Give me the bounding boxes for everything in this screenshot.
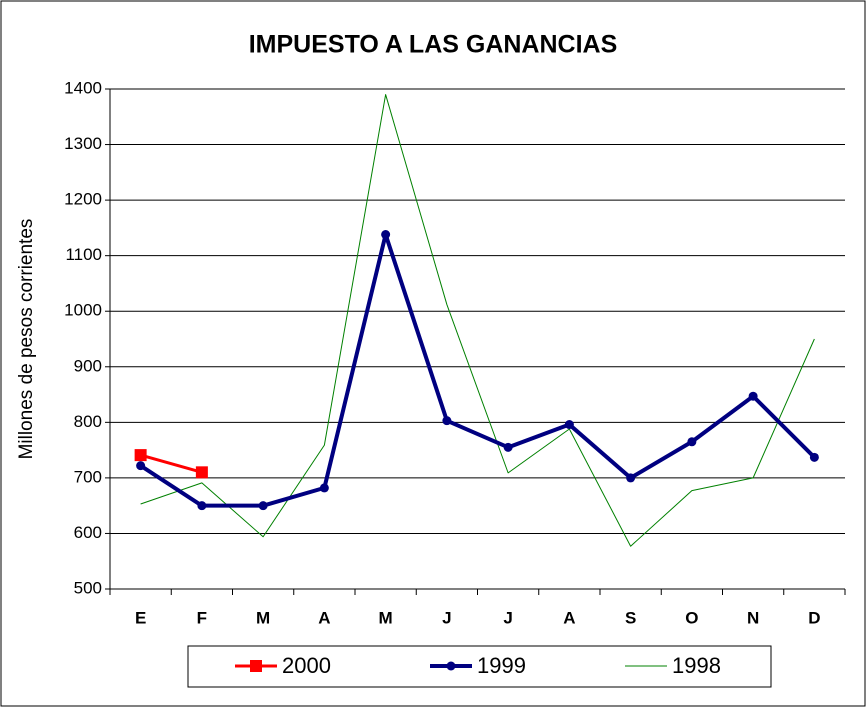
- data-point: [748, 391, 758, 401]
- x-tick-label: E: [135, 608, 146, 627]
- data-point: [381, 230, 391, 240]
- y-tick-label: 1000: [64, 301, 102, 320]
- y-tick-label: 1400: [64, 78, 102, 97]
- data-point: [809, 452, 819, 462]
- y-axis-label: Millones de pesos corrientes: [16, 219, 37, 460]
- data-point: [687, 437, 697, 447]
- data-point: [564, 420, 574, 430]
- series-line: [140, 453, 203, 474]
- legend-marker: [250, 660, 262, 672]
- x-tick-label: D: [808, 608, 820, 627]
- legend-box: [187, 645, 772, 688]
- data-point: [319, 483, 329, 493]
- legend-marker: [446, 661, 456, 671]
- x-tick-label: O: [685, 608, 698, 627]
- chart-title: IMPUESTO A LAS GANANCIAS: [249, 31, 618, 59]
- y-tick-label: 900: [74, 356, 102, 375]
- data-point: [136, 461, 146, 471]
- x-tick-label: A: [563, 608, 575, 627]
- data-point: [258, 501, 268, 511]
- x-tick-label: M: [379, 608, 393, 627]
- x-tick-label: S: [625, 608, 636, 627]
- series-line: [139, 232, 816, 508]
- legend-label: 1998: [672, 653, 721, 678]
- y-tick-label: 600: [74, 523, 102, 542]
- y-tick-label: 1200: [64, 190, 102, 209]
- data-point: [134, 449, 147, 462]
- legend-label: 1999: [477, 653, 526, 678]
- data-point: [195, 466, 208, 479]
- x-tick-label: A: [318, 608, 330, 627]
- y-tick-label: 1300: [64, 134, 102, 153]
- data-point: [442, 416, 452, 426]
- data-point: [626, 473, 636, 483]
- y-tick-label: 1100: [65, 245, 102, 264]
- x-tick-label: N: [747, 608, 759, 627]
- series-line: [140, 94, 815, 547]
- x-tick-label: J: [503, 608, 512, 627]
- data-point: [197, 501, 207, 511]
- x-tick-label: M: [256, 608, 270, 627]
- y-tick-label: 700: [74, 467, 102, 486]
- x-tick-label: F: [197, 608, 207, 627]
- data-point: [503, 442, 513, 452]
- x-tick-label: J: [442, 608, 451, 627]
- y-tick-label: 500: [74, 578, 102, 597]
- y-tick-label: 800: [74, 412, 102, 431]
- legend-label: 2000: [282, 653, 331, 678]
